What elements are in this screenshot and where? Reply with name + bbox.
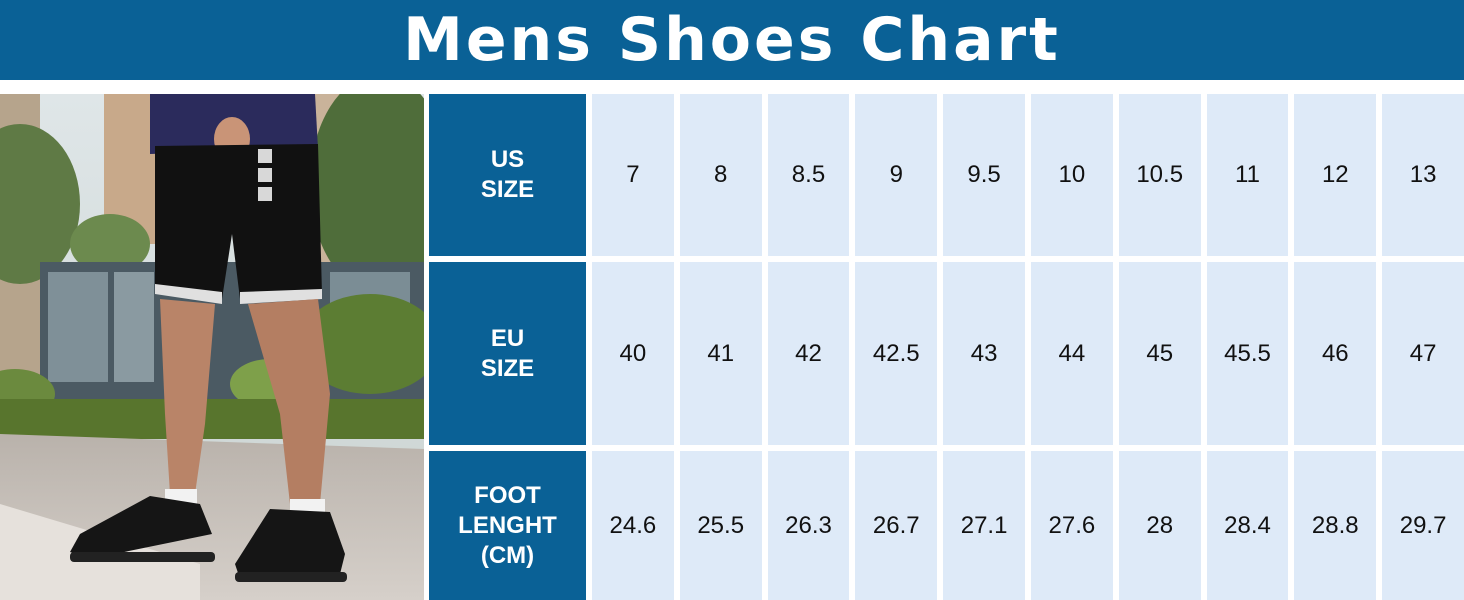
us-size-cell: 12: [1294, 94, 1377, 256]
us-size-cell: 9: [855, 94, 938, 256]
foot-length-cell: 25.5: [679, 451, 762, 600]
foot-length-cell: 28: [1118, 451, 1201, 600]
us-size-cell: 9.5: [943, 94, 1025, 256]
eu-size-cell: 40: [592, 262, 674, 445]
row-header-eu-size: EU SIZE: [429, 262, 586, 445]
foot-length-cell: 24.6: [592, 451, 674, 600]
foot-length-cell: 28.4: [1206, 451, 1289, 600]
us-size-cell: 8.5: [767, 94, 850, 256]
eu-size-cell: 45: [1118, 262, 1201, 445]
eu-size-cell: 44: [1031, 262, 1113, 445]
product-photo: [0, 94, 424, 600]
eu-size-cell: 41: [679, 262, 762, 445]
foot-length-cell: 26.7: [855, 451, 938, 600]
us-size-cell: 8: [679, 94, 762, 256]
us-size-cell: 10: [1031, 94, 1113, 256]
foot-length-cell: 26.3: [767, 451, 850, 600]
us-size-cell: 13: [1382, 94, 1464, 256]
eu-size-cell: 45.5: [1206, 262, 1289, 445]
us-size-cell: 7: [592, 94, 674, 256]
us-size-cell: 10.5: [1118, 94, 1201, 256]
page-title: Mens Shoes Chart: [403, 5, 1061, 75]
foot-length-cell: 27.6: [1031, 451, 1113, 600]
eu-size-cell: 47: [1382, 262, 1464, 445]
row-header-us-size: US SIZE: [429, 94, 586, 256]
row-header-foot-length: FOOT LENGHT (CM): [429, 451, 586, 600]
foot-length-cell: 28.8: [1294, 451, 1377, 600]
eu-size-cell: 43: [943, 262, 1025, 445]
eu-size-cell: 42: [767, 262, 850, 445]
size-table: US SIZE 7 8 8.5 9 9.5 10 10.5 11 12 13 E…: [429, 94, 1464, 600]
eu-size-cell: 46: [1294, 262, 1377, 445]
foot-length-cell: 27.1: [943, 451, 1025, 600]
title-banner: Mens Shoes Chart: [0, 0, 1464, 80]
eu-size-cell: 42.5: [855, 262, 938, 445]
foot-length-cell: 29.7: [1382, 451, 1464, 600]
us-size-cell: 11: [1206, 94, 1289, 256]
person-legs-sneakers-photo-icon: [0, 94, 424, 600]
